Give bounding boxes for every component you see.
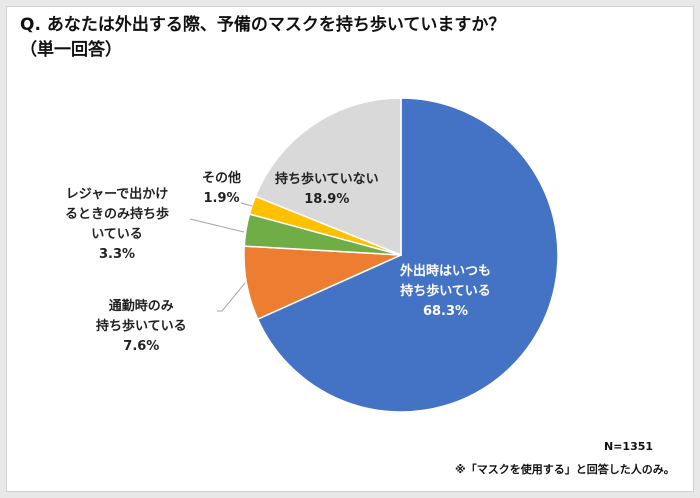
leader-line-commute xyxy=(217,282,246,312)
label-not-carrying: 持ち歩いていない 18.9% xyxy=(275,170,379,210)
data-label: 18.9% xyxy=(304,192,350,207)
label-text: いている xyxy=(91,227,143,242)
label-text: 持ち歩いている xyxy=(400,284,491,299)
footnote: ※「マスクを使用する」と回答した人のみ。 xyxy=(455,463,675,476)
label-text: 外出時はいつも xyxy=(400,264,492,279)
pie-slice-0 xyxy=(256,97,559,413)
data-label: 68.3% xyxy=(422,304,469,319)
question-text: Q. あなたは外出する際、予備のマスクを持ち歩いていますか？ xyxy=(20,15,506,35)
answer-type: （単一回答） xyxy=(20,40,122,60)
label-text: 通勤時のみ xyxy=(108,299,174,314)
data-label: 1.9% xyxy=(203,191,240,206)
label-text: レジャーで出かけ xyxy=(65,187,169,202)
label-text: 持ち歩いている xyxy=(96,319,187,334)
leader-line-other xyxy=(240,202,253,207)
pie-slice-4 xyxy=(254,97,402,257)
sample-size: N=1351 xyxy=(604,440,654,453)
label-leisure: レジャーで出かけ るときのみ持ち歩 いている 3.3% xyxy=(65,185,169,265)
leader-line-leisure xyxy=(189,218,245,233)
chart-title: Q. あなたは外出する際、予備のマスクを持ち歩いていますか？ （単一回答） xyxy=(20,13,505,63)
label-text: るときのみ持ち歩 xyxy=(65,207,170,222)
data-label: 7.6% xyxy=(123,339,160,354)
label-text: その他 xyxy=(202,171,242,186)
label-always: 外出時はいつも 持ち歩いている 68.3% xyxy=(400,262,491,322)
label-text: 持ち歩いていない xyxy=(275,172,379,187)
label-commute: 通勤時のみ 持ち歩いている 7.6% xyxy=(96,297,187,357)
data-label: 3.3% xyxy=(98,247,136,262)
label-other: その他 1.9% xyxy=(202,169,241,209)
